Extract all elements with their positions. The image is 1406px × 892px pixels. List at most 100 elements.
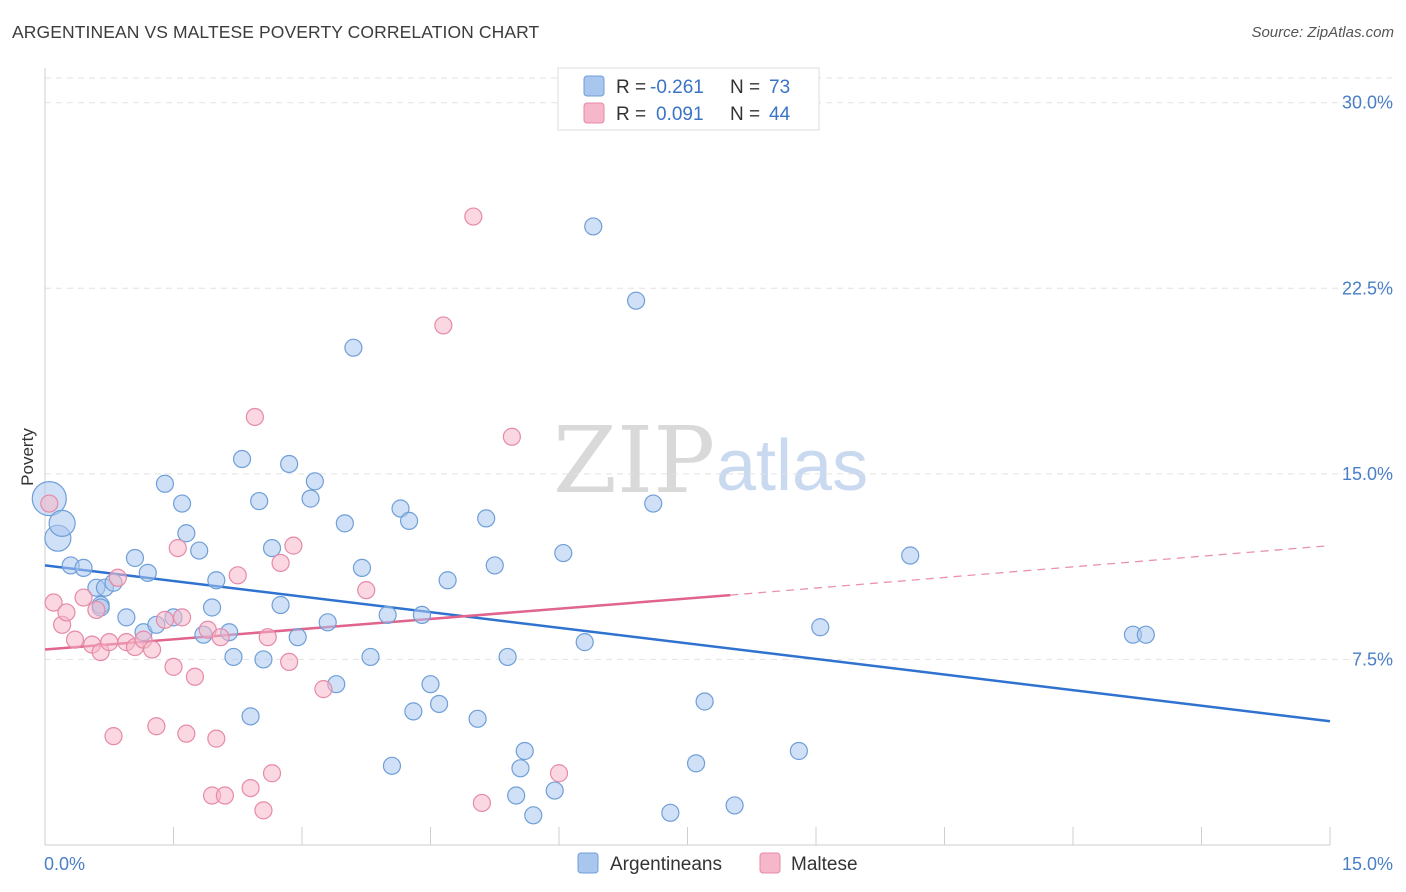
scatter-point: [57, 603, 76, 622]
legend-n-value: 44: [769, 104, 791, 125]
scatter-point: [108, 568, 127, 587]
scatter-point: [190, 541, 209, 560]
x-tick-label: 15.0%: [1342, 854, 1393, 874]
scatter-point: [399, 511, 419, 530]
scatter-point: [429, 694, 449, 714]
scatter-point: [40, 494, 59, 513]
scatter-point: [288, 628, 307, 647]
legend-top: R = -0.261 N = 73 R = 0.091 N = 44: [557, 67, 820, 131]
scatter-point: [172, 494, 192, 513]
scatter-point: [74, 588, 93, 607]
scatter-point: [472, 793, 491, 813]
y-tick-label: 15.0%: [1342, 464, 1393, 484]
scatter-point: [545, 781, 564, 800]
scatter-point: [515, 741, 534, 761]
legend-bottom: Argentineans Maltese: [577, 852, 858, 875]
legend-swatch-argentineans: [577, 852, 599, 874]
x-tick-labels: 0.0% 15.0%: [44, 854, 1393, 874]
scatter-point: [155, 610, 175, 629]
scatter-point: [258, 628, 277, 647]
scatter-point: [352, 558, 372, 577]
scatter-point: [232, 449, 252, 469]
scatter-point: [271, 595, 290, 615]
scatter-point: [378, 605, 397, 625]
scatter-point: [142, 640, 162, 659]
scatter-point: [468, 709, 487, 728]
scatter-point: [104, 727, 123, 746]
source-label: Source: ZipAtlas.com: [1251, 24, 1394, 41]
scatter-point: [335, 514, 354, 533]
legend-n-label: N =: [730, 77, 760, 98]
scatter-point: [87, 600, 106, 620]
scatter-point: [464, 207, 483, 226]
scatter-point: [224, 647, 243, 667]
watermark-zip: ZIP: [553, 407, 715, 514]
scatter-point: [168, 538, 187, 558]
legend-swatch-maltese: [759, 852, 781, 874]
scatter-point: [138, 563, 157, 582]
legend-r-value: -0.261: [650, 77, 704, 98]
scatter-point: [434, 316, 453, 335]
scatter-point: [74, 558, 93, 577]
scatter-point: [164, 657, 183, 676]
legend-n-label: N =: [730, 104, 760, 125]
scatter-point: [507, 786, 526, 805]
legend-r-label: R =: [616, 104, 646, 125]
scatter-point: [524, 806, 543, 825]
legend-n-value: 73: [769, 77, 790, 98]
x-tick-label: 0.0%: [44, 854, 85, 874]
scatter-point: [626, 291, 646, 310]
scatter-point: [575, 633, 594, 652]
series-points-argentineans: [31, 217, 1155, 825]
scatter-point: [100, 633, 119, 652]
legend-item-argentineans[interactable]: Argentineans: [577, 852, 722, 875]
scatter-point: [695, 692, 714, 711]
scatter-point: [280, 454, 299, 474]
y-tick-label: 30.0%: [1342, 93, 1393, 113]
scatter-point: [250, 491, 269, 511]
scatter-point: [202, 598, 222, 617]
scatter-point: [245, 407, 264, 427]
y-tick-label: 22.5%: [1342, 278, 1393, 298]
scatter-point: [549, 764, 569, 783]
y-tick-labels: 7.5% 15.0% 22.5% 30.0%: [1342, 93, 1393, 670]
y-axis-title: Poverty: [18, 428, 37, 486]
scatter-point: [644, 494, 663, 513]
scatter-point: [254, 801, 273, 820]
scatter-point: [207, 729, 226, 748]
scatter-point: [811, 618, 830, 637]
scatter-point: [789, 741, 808, 761]
watermark: ZIP atlas: [553, 407, 868, 514]
scatter-point: [412, 605, 432, 625]
series-points-maltese: [40, 207, 569, 820]
scatter-point: [344, 338, 363, 357]
legend-label-maltese: Maltese: [791, 854, 858, 875]
scatter-point: [44, 593, 63, 612]
legend-r-value: 0.091: [656, 104, 704, 125]
scatter-point: [177, 524, 196, 543]
axes: [44, 68, 1331, 846]
scatter-point: [254, 650, 273, 669]
grid-lines: [45, 77, 1392, 660]
scatter-point: [901, 546, 920, 565]
scatter-point: [241, 707, 260, 726]
legend-item-maltese[interactable]: Maltese: [759, 852, 858, 875]
scatter-point: [65, 630, 85, 649]
scatter-point: [382, 756, 402, 775]
legend-row-argentineans: R = -0.261 N = 73: [583, 75, 790, 98]
trend-line-argentineans: [44, 564, 1331, 723]
scatter-point: [511, 759, 530, 778]
scatter-point: [1136, 625, 1155, 644]
scatter-point: [262, 764, 282, 783]
scatter-point: [438, 571, 457, 590]
scatter-point: [404, 702, 423, 721]
scatter-points: [31, 207, 1155, 825]
scatter-point: [421, 675, 440, 694]
scatter-point: [117, 608, 136, 627]
watermark-atlas: atlas: [716, 426, 868, 506]
legend-row-maltese: R = 0.091 N = 44: [583, 102, 791, 125]
scatter-point: [284, 536, 303, 555]
scatter-point: [271, 553, 290, 573]
scatter-point: [280, 652, 299, 672]
